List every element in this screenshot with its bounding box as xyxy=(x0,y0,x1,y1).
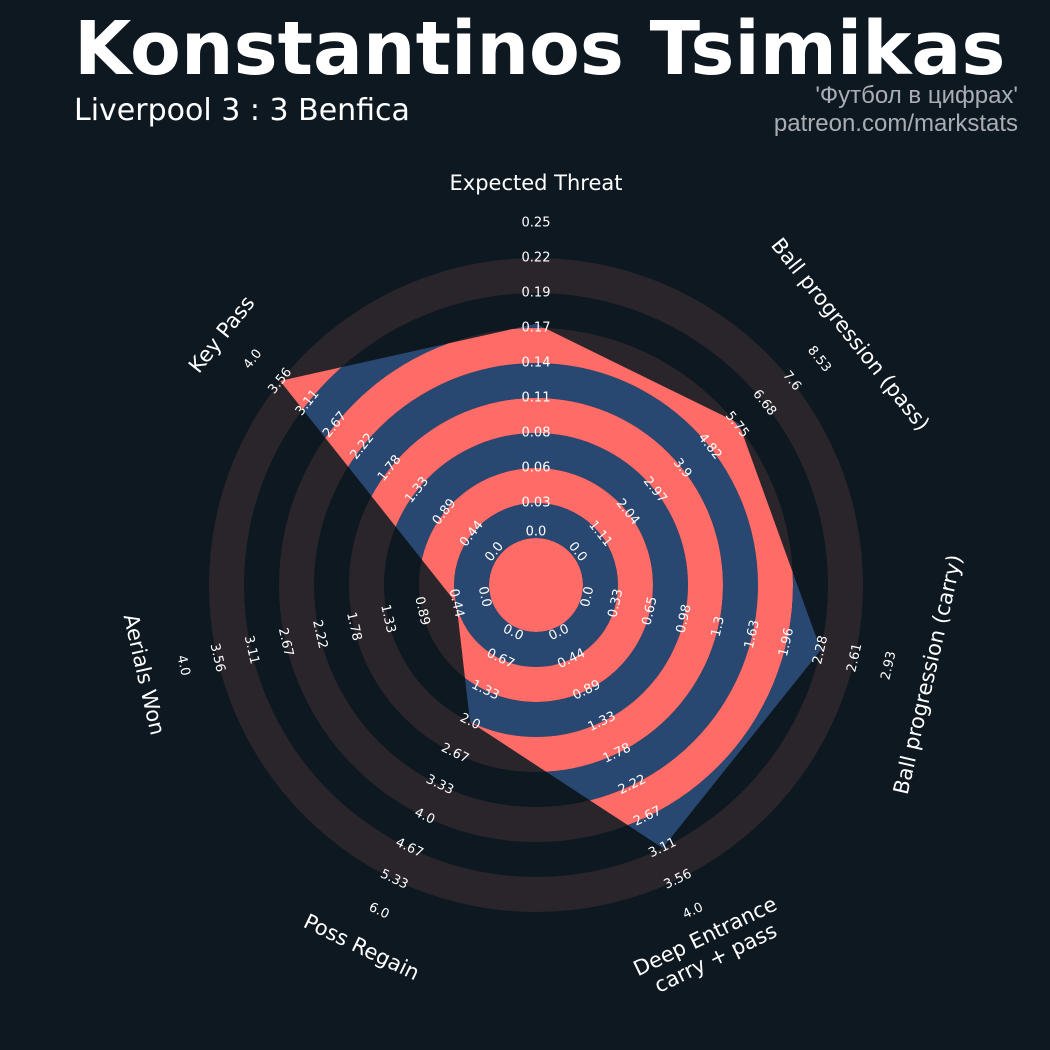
radar-tick-label: 0.17 xyxy=(522,321,551,336)
radar-axis-label: Poss Regain xyxy=(300,909,423,985)
radar-tick-label: 0.06 xyxy=(522,461,551,476)
radar-tick-label: 3.56 xyxy=(207,642,228,674)
radar-tick-label: 1.96 xyxy=(776,626,797,658)
radar-tick-label: 0.33 xyxy=(605,587,626,619)
player-polygon xyxy=(280,323,821,848)
radar-axis-label-line: Aerials Won xyxy=(119,612,170,738)
radar-tick-label: 2.22 xyxy=(309,619,330,651)
radar-tick-label: 4.0 xyxy=(173,654,192,678)
radar-tick-label: 0.0 xyxy=(475,585,494,609)
radar-tick-label: 1.78 xyxy=(343,611,364,643)
radar-tick-label: 0.0 xyxy=(578,585,597,609)
radar-tick-label: 1.63 xyxy=(742,619,763,651)
radar-tick-label: 2.93 xyxy=(878,650,899,682)
player-center-fill xyxy=(489,538,583,632)
radar-tick-label: 2.67 xyxy=(275,626,296,658)
radar-axis-label: Expected Threat xyxy=(450,171,623,195)
radar-tick-label: 0.44 xyxy=(446,587,467,619)
radar-tick-label: 0.25 xyxy=(522,216,551,231)
radar-tick-label: 4.0 xyxy=(681,900,706,922)
radar-tick-label: 0.19 xyxy=(522,286,551,301)
radar-tick-label: 1.3 xyxy=(709,615,728,639)
radar-axis-label: Aerials Won xyxy=(119,612,170,738)
radar-tick-label: 1.33 xyxy=(377,603,398,635)
radar-tick-label: 0.0 xyxy=(526,525,547,540)
player-name-title: Konstantinos Tsimikas xyxy=(74,6,1006,92)
radar-tick-label: 0.14 xyxy=(522,356,551,371)
radar-tick-label: 6.0 xyxy=(366,900,391,922)
radar-tick-label: 0.08 xyxy=(522,426,551,441)
radar-tick-label: 0.22 xyxy=(522,251,551,266)
radar-tick-label: 0.89 xyxy=(411,595,432,627)
radar-tick-label: 4.0 xyxy=(241,347,266,373)
radar-tick-label: 0.11 xyxy=(522,391,551,406)
radar-axis-label: Ball progression (carry) xyxy=(889,552,967,796)
radar-tick-label: 2.28 xyxy=(810,634,831,666)
radar-tick-label: 8.53 xyxy=(804,343,834,375)
radar-axis-label-line: Expected Threat xyxy=(450,171,623,195)
radar-axis-label-line: Ball progression (carry) xyxy=(889,552,967,796)
match-subtitle: Liverpool 3 : 3 Benfica xyxy=(74,93,410,128)
radar-axis-label: Deep Entrancecarry + pass xyxy=(630,892,791,1003)
player-ring-band xyxy=(453,502,618,668)
radar-tick-label: 0.65 xyxy=(640,595,661,627)
radar-tick-label: 3.11 xyxy=(241,634,262,666)
radar-tick-label: 0.98 xyxy=(674,603,695,635)
radar-tick-label: 0.03 xyxy=(522,496,551,511)
radar-axis-label-line: Poss Regain xyxy=(300,909,423,985)
radar-tick-label: 2.61 xyxy=(844,642,865,674)
credit-source: 'Футбол в цифрах' xyxy=(815,82,1018,109)
credit-link: patreon.com/markstats xyxy=(773,110,1018,137)
player-ring-band xyxy=(419,468,653,702)
